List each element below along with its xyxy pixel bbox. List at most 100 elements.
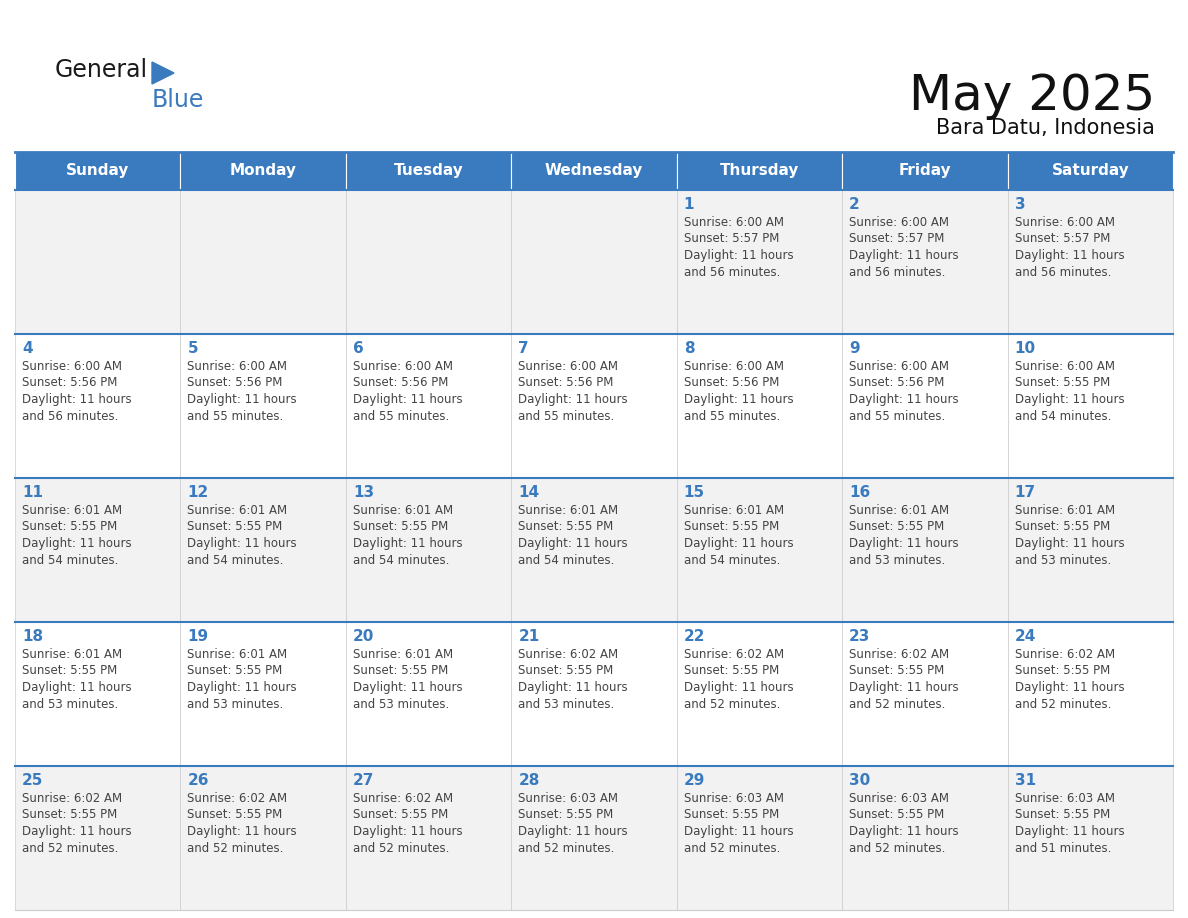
Bar <box>511 190 677 334</box>
Bar <box>15 766 181 910</box>
Bar <box>842 478 1007 622</box>
Text: 30: 30 <box>849 773 871 788</box>
Text: 10: 10 <box>1015 341 1036 356</box>
Text: Sunrise: 6:03 AM
Sunset: 5:55 PM
Daylight: 11 hours
and 52 minutes.: Sunrise: 6:03 AM Sunset: 5:55 PM Dayligh… <box>684 792 794 855</box>
Bar <box>15 190 181 334</box>
Bar <box>1007 478 1173 622</box>
Text: Sunrise: 6:02 AM
Sunset: 5:55 PM
Daylight: 11 hours
and 52 minutes.: Sunrise: 6:02 AM Sunset: 5:55 PM Dayligh… <box>849 648 959 711</box>
Text: Wednesday: Wednesday <box>545 163 643 178</box>
Text: Sunrise: 6:00 AM
Sunset: 5:57 PM
Daylight: 11 hours
and 56 minutes.: Sunrise: 6:00 AM Sunset: 5:57 PM Dayligh… <box>1015 216 1124 278</box>
Bar <box>181 334 346 478</box>
Bar <box>677 152 842 190</box>
Bar <box>842 152 1007 190</box>
Text: Sunrise: 6:02 AM
Sunset: 5:55 PM
Daylight: 11 hours
and 52 minutes.: Sunrise: 6:02 AM Sunset: 5:55 PM Dayligh… <box>684 648 794 711</box>
Text: 2: 2 <box>849 197 860 212</box>
Text: May 2025: May 2025 <box>909 72 1155 120</box>
Bar <box>15 622 181 766</box>
Text: Sunrise: 6:00 AM
Sunset: 5:56 PM
Daylight: 11 hours
and 56 minutes.: Sunrise: 6:00 AM Sunset: 5:56 PM Dayligh… <box>23 360 132 422</box>
Text: Sunrise: 6:02 AM
Sunset: 5:55 PM
Daylight: 11 hours
and 52 minutes.: Sunrise: 6:02 AM Sunset: 5:55 PM Dayligh… <box>353 792 462 855</box>
Bar <box>842 334 1007 478</box>
Bar <box>1007 334 1173 478</box>
Text: 11: 11 <box>23 485 43 500</box>
Bar <box>511 478 677 622</box>
Text: 24: 24 <box>1015 629 1036 644</box>
Bar <box>346 334 511 478</box>
Text: 12: 12 <box>188 485 209 500</box>
Text: 4: 4 <box>23 341 32 356</box>
Text: Thursday: Thursday <box>720 163 800 178</box>
Text: Sunrise: 6:00 AM
Sunset: 5:56 PM
Daylight: 11 hours
and 55 minutes.: Sunrise: 6:00 AM Sunset: 5:56 PM Dayligh… <box>353 360 462 422</box>
Text: General: General <box>55 58 148 82</box>
Text: 18: 18 <box>23 629 43 644</box>
Bar <box>1007 190 1173 334</box>
Bar <box>346 766 511 910</box>
Text: Sunrise: 6:01 AM
Sunset: 5:55 PM
Daylight: 11 hours
and 53 minutes.: Sunrise: 6:01 AM Sunset: 5:55 PM Dayligh… <box>23 648 132 711</box>
Text: Sunrise: 6:01 AM
Sunset: 5:55 PM
Daylight: 11 hours
and 53 minutes.: Sunrise: 6:01 AM Sunset: 5:55 PM Dayligh… <box>188 648 297 711</box>
Text: Sunrise: 6:00 AM
Sunset: 5:56 PM
Daylight: 11 hours
and 55 minutes.: Sunrise: 6:00 AM Sunset: 5:56 PM Dayligh… <box>188 360 297 422</box>
Text: Sunrise: 6:03 AM
Sunset: 5:55 PM
Daylight: 11 hours
and 52 minutes.: Sunrise: 6:03 AM Sunset: 5:55 PM Dayligh… <box>518 792 628 855</box>
Text: Sunrise: 6:02 AM
Sunset: 5:55 PM
Daylight: 11 hours
and 52 minutes.: Sunrise: 6:02 AM Sunset: 5:55 PM Dayligh… <box>188 792 297 855</box>
Text: Sunrise: 6:02 AM
Sunset: 5:55 PM
Daylight: 11 hours
and 52 minutes.: Sunrise: 6:02 AM Sunset: 5:55 PM Dayligh… <box>1015 648 1124 711</box>
Text: Friday: Friday <box>898 163 952 178</box>
Bar <box>346 622 511 766</box>
Bar <box>1007 152 1173 190</box>
Text: Sunrise: 6:01 AM
Sunset: 5:55 PM
Daylight: 11 hours
and 53 minutes.: Sunrise: 6:01 AM Sunset: 5:55 PM Dayligh… <box>849 504 959 566</box>
Text: 14: 14 <box>518 485 539 500</box>
Bar <box>181 766 346 910</box>
Bar <box>511 766 677 910</box>
Bar <box>346 190 511 334</box>
Text: Sunday: Sunday <box>67 163 129 178</box>
Text: 27: 27 <box>353 773 374 788</box>
Text: 6: 6 <box>353 341 364 356</box>
Bar <box>842 190 1007 334</box>
Text: 26: 26 <box>188 773 209 788</box>
Text: Sunrise: 6:00 AM
Sunset: 5:57 PM
Daylight: 11 hours
and 56 minutes.: Sunrise: 6:00 AM Sunset: 5:57 PM Dayligh… <box>684 216 794 278</box>
Text: 21: 21 <box>518 629 539 644</box>
Bar <box>181 478 346 622</box>
Bar <box>346 152 511 190</box>
Bar <box>181 152 346 190</box>
Text: Sunrise: 6:02 AM
Sunset: 5:55 PM
Daylight: 11 hours
and 52 minutes.: Sunrise: 6:02 AM Sunset: 5:55 PM Dayligh… <box>23 792 132 855</box>
Text: 25: 25 <box>23 773 44 788</box>
Text: Saturday: Saturday <box>1051 163 1129 178</box>
Text: 20: 20 <box>353 629 374 644</box>
Text: 8: 8 <box>684 341 694 356</box>
Text: Sunrise: 6:01 AM
Sunset: 5:55 PM
Daylight: 11 hours
and 54 minutes.: Sunrise: 6:01 AM Sunset: 5:55 PM Dayligh… <box>518 504 628 566</box>
Text: 23: 23 <box>849 629 871 644</box>
Text: Sunrise: 6:03 AM
Sunset: 5:55 PM
Daylight: 11 hours
and 52 minutes.: Sunrise: 6:03 AM Sunset: 5:55 PM Dayligh… <box>849 792 959 855</box>
Bar <box>677 622 842 766</box>
Text: Blue: Blue <box>152 88 204 112</box>
Text: 19: 19 <box>188 629 209 644</box>
Text: Sunrise: 6:01 AM
Sunset: 5:55 PM
Daylight: 11 hours
and 54 minutes.: Sunrise: 6:01 AM Sunset: 5:55 PM Dayligh… <box>188 504 297 566</box>
Text: 7: 7 <box>518 341 529 356</box>
Text: Sunrise: 6:00 AM
Sunset: 5:55 PM
Daylight: 11 hours
and 54 minutes.: Sunrise: 6:00 AM Sunset: 5:55 PM Dayligh… <box>1015 360 1124 422</box>
Text: 5: 5 <box>188 341 198 356</box>
Text: 13: 13 <box>353 485 374 500</box>
Text: 1: 1 <box>684 197 694 212</box>
Text: 3: 3 <box>1015 197 1025 212</box>
Text: 9: 9 <box>849 341 860 356</box>
Bar <box>15 152 181 190</box>
Bar <box>511 334 677 478</box>
Bar <box>842 622 1007 766</box>
Text: Sunrise: 6:01 AM
Sunset: 5:55 PM
Daylight: 11 hours
and 54 minutes.: Sunrise: 6:01 AM Sunset: 5:55 PM Dayligh… <box>684 504 794 566</box>
Text: 15: 15 <box>684 485 704 500</box>
Text: Sunrise: 6:01 AM
Sunset: 5:55 PM
Daylight: 11 hours
and 54 minutes.: Sunrise: 6:01 AM Sunset: 5:55 PM Dayligh… <box>353 504 462 566</box>
Bar <box>677 766 842 910</box>
Text: Sunrise: 6:01 AM
Sunset: 5:55 PM
Daylight: 11 hours
and 53 minutes.: Sunrise: 6:01 AM Sunset: 5:55 PM Dayligh… <box>353 648 462 711</box>
Text: 29: 29 <box>684 773 706 788</box>
Bar <box>1007 766 1173 910</box>
Bar <box>677 190 842 334</box>
Bar <box>511 622 677 766</box>
Polygon shape <box>152 62 173 84</box>
Bar <box>677 478 842 622</box>
Text: 28: 28 <box>518 773 539 788</box>
Text: 16: 16 <box>849 485 871 500</box>
Bar <box>15 478 181 622</box>
Bar <box>1007 622 1173 766</box>
Text: Tuesday: Tuesday <box>393 163 463 178</box>
Text: Sunrise: 6:00 AM
Sunset: 5:57 PM
Daylight: 11 hours
and 56 minutes.: Sunrise: 6:00 AM Sunset: 5:57 PM Dayligh… <box>849 216 959 278</box>
Text: Sunrise: 6:01 AM
Sunset: 5:55 PM
Daylight: 11 hours
and 54 minutes.: Sunrise: 6:01 AM Sunset: 5:55 PM Dayligh… <box>23 504 132 566</box>
Text: Sunrise: 6:01 AM
Sunset: 5:55 PM
Daylight: 11 hours
and 53 minutes.: Sunrise: 6:01 AM Sunset: 5:55 PM Dayligh… <box>1015 504 1124 566</box>
Bar <box>181 622 346 766</box>
